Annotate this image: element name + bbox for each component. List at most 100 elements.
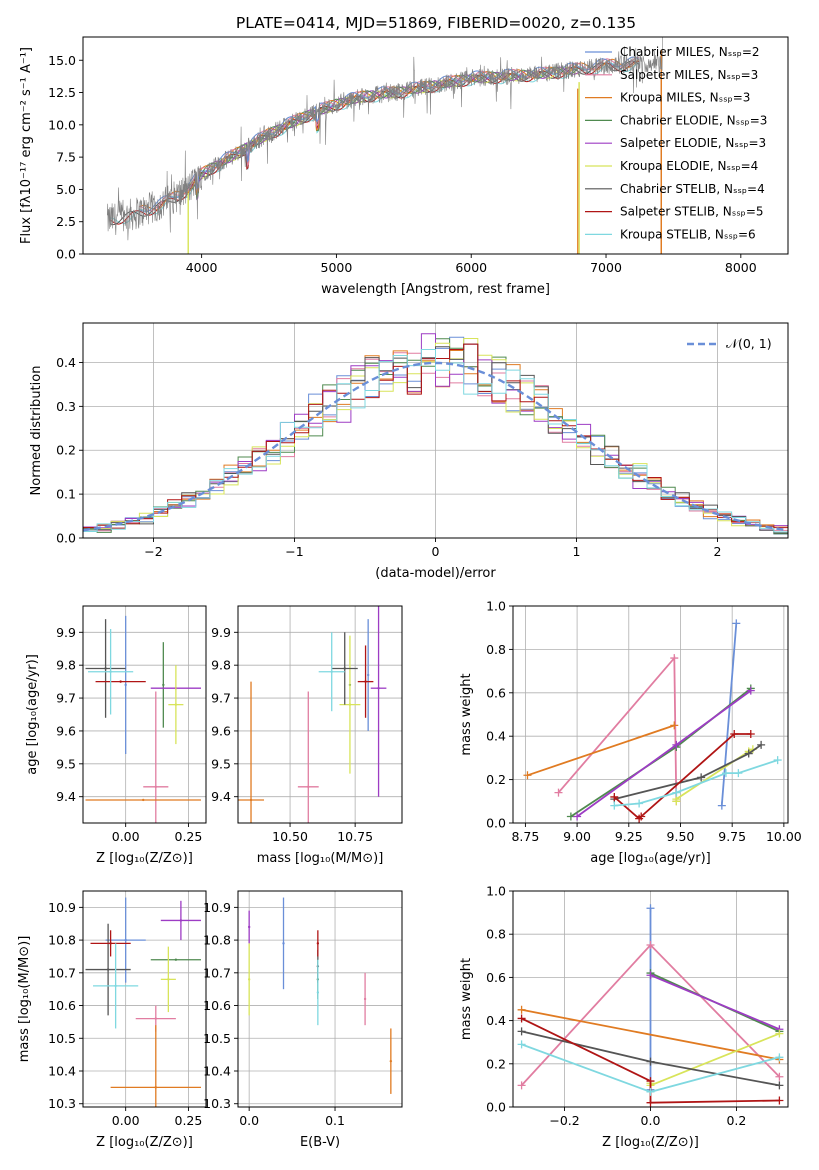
- plot-area-mass_vs_Z: [85, 897, 201, 1107]
- data-point: [154, 1086, 157, 1089]
- data-point: [124, 938, 127, 942]
- data-point: [348, 703, 352, 706]
- data-point-marker: [646, 1057, 655, 1066]
- tick-label-x: −0.2: [549, 1113, 579, 1128]
- tick-label-y: 1.0: [486, 599, 506, 614]
- legend-entry: Chabrier MILES, Nₛₛₚ=2: [620, 45, 760, 59]
- tick-label-y: 10.5: [203, 1031, 231, 1046]
- data-point-marker: [523, 771, 532, 780]
- axes-frame: [237, 605, 403, 824]
- data-point-marker: [746, 686, 755, 695]
- plot-area-weight_vs_age: [523, 619, 782, 823]
- tick-label-x: 6000: [455, 260, 487, 275]
- axes-frame: [512, 605, 789, 824]
- data-point-marker: [775, 1029, 784, 1038]
- tick-label-x: 0.1: [325, 1113, 345, 1128]
- data-point-marker: [635, 799, 644, 808]
- tick-label-y: 10.8: [203, 933, 231, 948]
- tick-label-y: 0.8: [486, 927, 506, 942]
- tick-label-y: 0.2: [486, 772, 506, 787]
- data-point: [109, 670, 112, 673]
- x-axis-label: age [log₁₀(age/yr)]: [590, 851, 711, 866]
- axes-frame: [237, 890, 403, 1108]
- legend-entry: Chabrier STELIB, Nₛₛₚ=4: [620, 182, 765, 196]
- legend-entry: Chabrier ELODIE, Nₛₛₚ=3: [620, 113, 767, 127]
- data-point: [154, 785, 157, 789]
- data-point: [179, 919, 183, 922]
- tick-label-y: 10.6: [48, 998, 76, 1013]
- axes-mass_vs_ebv: 0.0 0.1 10.3 10.4 10.5 10.6 10.7 10.8 10.9 E(B-V): [203, 890, 403, 1150]
- observed-spectrum: [107, 37, 663, 241]
- axes-age_vs_Z: 0.00 0.25 9.4 9.5 9.6 9.7 9.8 9.9 Z [log₁₀(Z/Z⊙)…: [25, 605, 207, 866]
- axes-frame: [82, 36, 789, 255]
- data-point-marker: [670, 721, 679, 730]
- plot-area-weight_vs_Z: [517, 904, 784, 1107]
- axes-mass_vs_Z: 0.00 0.25 10.3 10.4 10.5 10.6 10.7 10.8 10.9 Z [l…: [17, 890, 207, 1150]
- data-point-marker: [573, 812, 582, 821]
- data-point-marker: [717, 801, 726, 810]
- data-point: [249, 798, 253, 802]
- data-point-marker: [554, 788, 563, 797]
- tick-label-y: 10.0: [48, 117, 76, 132]
- tick-label-x: 10.75: [337, 829, 373, 844]
- tick-label-x: 2: [714, 544, 722, 559]
- tick-label-y: 1.0: [486, 884, 506, 899]
- data-point-marker: [734, 769, 743, 778]
- tick-label-y: 15.0: [48, 53, 76, 68]
- x-axis-label: E(B-V): [300, 1135, 340, 1150]
- data-point-marker: [775, 1096, 784, 1105]
- tick-label-y: 10.4: [48, 1064, 76, 1079]
- tick-label-x: 0.0: [239, 1113, 259, 1128]
- tick-label-y: 10.3: [203, 1096, 231, 1111]
- axes-age_vs_mass: 10.50 10.75 9.4 9.5 9.6 9.7 9.8 9.9 mass [log₁₀(…: [211, 605, 403, 866]
- tick-label-y: 0.0: [56, 247, 76, 262]
- plot-area-age_vs_Z: [85, 615, 201, 823]
- y-axis-label: mass weight: [459, 673, 474, 755]
- y-axis-label: age [log₁₀(age/yr)]: [25, 654, 40, 775]
- tick-label-y: 0.8: [486, 642, 506, 657]
- tick-label-y: 10.8: [48, 933, 76, 948]
- tick-label-x: 8.75: [511, 829, 539, 844]
- data-point-marker: [732, 619, 741, 628]
- data-point-marker: [517, 1014, 526, 1023]
- data-point-marker: [646, 971, 655, 980]
- data-point-marker: [646, 1077, 655, 1086]
- data-point: [142, 798, 145, 802]
- data-point-marker: [775, 1081, 784, 1090]
- tick-label-y: 0.2: [486, 1056, 506, 1071]
- tick-label-y: 9.8: [211, 658, 231, 673]
- tick-label-x: 0.00: [112, 829, 140, 844]
- tick-label-y: 9.4: [211, 789, 231, 804]
- data-point: [282, 942, 285, 945]
- tick-label-y: 0.0: [486, 816, 506, 831]
- tick-label-y: 9.5: [56, 756, 76, 771]
- x-axis-label: Z [log₁₀(Z/Z⊙)]: [96, 851, 193, 866]
- tick-label-y: 10.5: [48, 1031, 76, 1046]
- histogram-series: [83, 349, 788, 533]
- x-axis-label: Z [log₁₀(Z/Z⊙)]: [96, 1135, 193, 1150]
- tick-label-x: 0.25: [175, 1113, 203, 1128]
- tick-label-y: 9.9: [211, 625, 231, 640]
- data-point-marker: [746, 730, 755, 739]
- tick-label-y: 0.2: [56, 443, 76, 458]
- data-point-marker: [744, 749, 753, 758]
- data-point: [106, 968, 110, 971]
- data-point: [104, 667, 107, 670]
- data-point: [307, 785, 310, 789]
- data-point-marker: [637, 812, 646, 821]
- axes-weight_vs_age: 8.75 9.00 9.25 9.50 9.75 10.00 0.0 0.2 0.4 0.6 0.8…: [459, 599, 802, 867]
- y-axis-label: mass weight: [459, 958, 474, 1040]
- tick-label-y: 9.4: [56, 789, 76, 804]
- legend-entry: 𝒩(0, 1): [726, 336, 772, 351]
- data-point-marker: [775, 1072, 784, 1081]
- data-point: [247, 978, 251, 981]
- x-axis-label: (data-model)/error: [375, 566, 496, 581]
- data-point: [162, 683, 165, 687]
- data-point: [109, 942, 112, 945]
- tick-label-x: −2: [144, 544, 162, 559]
- data-point: [124, 683, 127, 687]
- normal-curve: [83, 361, 786, 532]
- tick-label-y: 10.6: [203, 998, 231, 1013]
- data-point-marker: [672, 788, 681, 797]
- tick-label-y: 9.6: [56, 723, 76, 738]
